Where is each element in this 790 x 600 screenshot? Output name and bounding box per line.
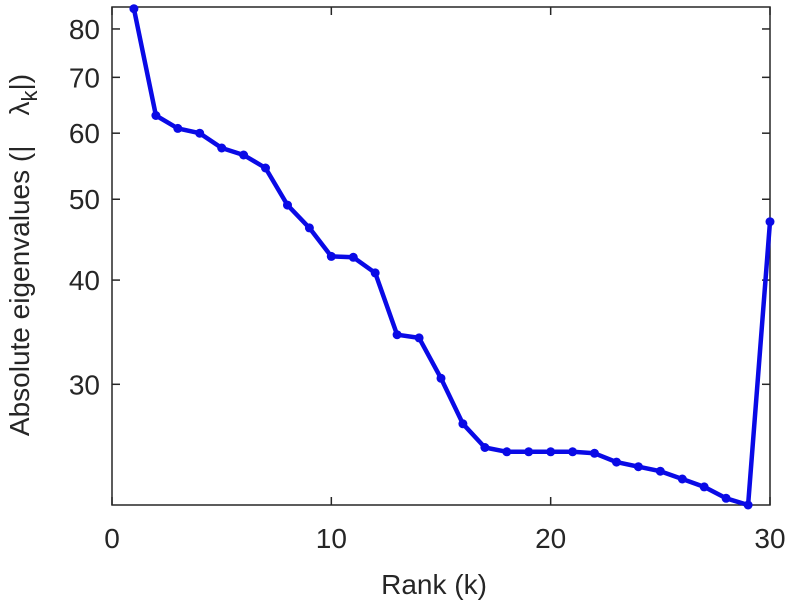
y-tick-label: 30 bbox=[69, 369, 100, 400]
data-point bbox=[436, 373, 446, 383]
data-point bbox=[743, 500, 753, 510]
data-point bbox=[699, 482, 709, 492]
data-point bbox=[173, 123, 183, 133]
y-axis-label-subscript: k bbox=[17, 90, 42, 102]
data-point bbox=[633, 462, 643, 472]
data-point bbox=[414, 333, 424, 343]
y-axis: 30 40 50 60 70 80 bbox=[69, 14, 770, 400]
x-tick-label: 0 bbox=[104, 523, 120, 554]
data-point bbox=[765, 217, 775, 227]
plot-frame bbox=[111, 6, 771, 506]
x-axis-label: Rank (k) bbox=[381, 569, 487, 600]
data-point bbox=[392, 330, 402, 340]
y-tick-label: 40 bbox=[69, 265, 100, 296]
data-point bbox=[480, 443, 490, 452]
data-point bbox=[546, 447, 556, 457]
y-axis-label-prefix: Absolute eigenvalues (| bbox=[4, 146, 35, 437]
y-tick-label: 70 bbox=[69, 62, 100, 93]
y-axis-label-suffix: |) bbox=[4, 74, 35, 91]
data-point bbox=[370, 268, 380, 278]
y-tick-label: 60 bbox=[69, 118, 100, 149]
y-tick-label: 80 bbox=[69, 14, 100, 45]
data-point bbox=[217, 143, 227, 153]
data-point bbox=[677, 474, 687, 484]
data-point bbox=[524, 447, 534, 457]
data-point bbox=[655, 466, 665, 476]
series-line bbox=[131, 6, 773, 508]
data-point bbox=[348, 252, 358, 262]
data-point bbox=[721, 493, 731, 503]
x-tick-label: 20 bbox=[535, 523, 566, 554]
data-point bbox=[195, 128, 205, 138]
data-point bbox=[304, 223, 314, 233]
x-axis: 0 10 20 30 bbox=[104, 7, 786, 554]
data-point bbox=[283, 200, 292, 210]
data-point bbox=[151, 111, 161, 120]
data-point bbox=[326, 251, 336, 261]
data-point bbox=[239, 150, 249, 160]
data-point bbox=[568, 447, 578, 457]
series-points bbox=[129, 4, 775, 510]
y-tick-label: 50 bbox=[69, 184, 100, 215]
y-axis-label-symbol: λ bbox=[4, 102, 35, 116]
x-tick-label: 30 bbox=[754, 523, 785, 554]
data-point bbox=[590, 448, 599, 458]
data-point bbox=[129, 4, 139, 14]
data-point bbox=[612, 457, 621, 467]
data-point bbox=[458, 419, 468, 429]
data-point bbox=[261, 163, 270, 173]
x-tick-label: 10 bbox=[316, 523, 347, 554]
y-axis-label: Absolute eigenvalues (| λk|) bbox=[4, 74, 42, 436]
data-point bbox=[502, 447, 512, 457]
